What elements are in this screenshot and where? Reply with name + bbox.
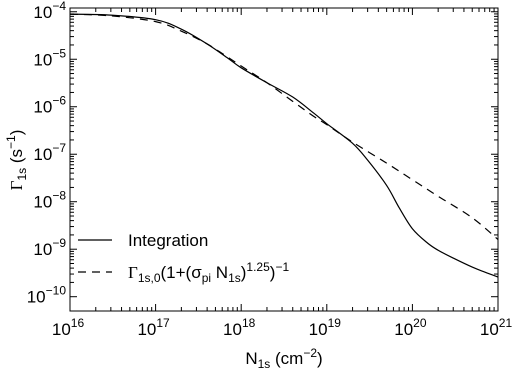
y-axis-label-unit-sup: −1 [4,135,18,149]
y-tick-label: 10−4 [33,0,66,22]
y-tick-label: 10−5 [33,46,66,69]
y-tick-base: 10 [33,98,52,117]
x-tick-exp: 18 [242,316,256,330]
y-axis-label-unit-close: ) [7,130,26,136]
y-tick-exp: −9 [52,236,66,250]
legend-fit-gamma: Γ [128,263,138,282]
x-tick-base: 10 [480,320,499,339]
y-tick-base: 10 [33,50,52,69]
x-tick-base: 10 [309,320,328,339]
x-axis-label-sub: 1s [258,357,271,371]
x-tick-exp: 20 [413,316,427,330]
series-line-fit [69,13,499,240]
x-tick-label: 1017 [137,316,170,339]
y-tick-label: 10−7 [33,141,66,164]
series-lines [69,13,499,278]
x-tick-exp: 16 [71,316,85,330]
y-tick-exp: −8 [52,189,66,203]
legend-fit-gamma-sub: 1s,0 [138,271,161,285]
tick-labels: 1016 1017 1018 1019 1020 102110−1010−910−810−… [27,0,513,339]
legend-fit-exp2: −1 [275,260,289,274]
x-tick-base: 10 [394,320,413,339]
y-axis-label-main: Γ [7,180,26,190]
y-tick-base: 10 [33,240,52,259]
y-axis-label-sub: 1s [15,168,29,181]
y-tick-base: 10 [33,145,52,164]
y-tick-label: 10−10 [27,284,67,307]
x-tick-exp: 19 [328,316,342,330]
legend-fit-part6: ) [241,263,247,282]
x-tick-label: 1021 [480,316,513,339]
legend-fit-part8: ) [270,263,276,282]
legend-fit-sigma-sub: pi [202,271,211,285]
x-tick-label: 1016 [52,316,85,339]
legend: Integration Γ1s,0(1+(σpi N1s)1.25)−1 [78,231,289,285]
y-tick-label: 10−8 [33,189,66,212]
legend-label-fit: Γ1s,0(1+(σpi N1s)1.25)−1 [128,260,289,285]
legend-fit-exp1: 1.25 [246,260,270,274]
x-tick-base: 10 [137,320,156,339]
y-tick-base: 10 [33,193,52,212]
y-tick-base: 10 [33,3,52,22]
x-axis-label: N1s (cm−2) [245,346,322,371]
y-tick-exp: −10 [46,284,67,298]
x-tick-label: 1019 [309,316,342,339]
x-axis-label-unit-close: ) [317,349,323,368]
x-tick-base: 10 [52,320,71,339]
y-axis-label: Γ1s (s−1) [4,130,29,191]
legend-fit-part2: (1+(σ [161,263,203,282]
y-tick-label: 10−9 [33,236,66,259]
y-tick-exp: −6 [52,94,66,108]
x-tick-label: 1018 [223,316,256,339]
series-line-integration [69,13,499,278]
y-tick-exp: −7 [52,141,66,155]
plot-frame [69,7,499,312]
x-axis-label-unit-sup: −2 [303,346,317,360]
legend-fit-n-sub: 1s [228,271,241,285]
y-tick-exp: −4 [52,0,66,13]
y-tick-label: 10−6 [33,94,66,117]
y-axis-label-unit-open: (s [7,149,26,168]
y-tick-exp: −5 [52,46,66,60]
x-tick-exp: 21 [499,316,513,330]
legend-label-integration: Integration [128,231,208,250]
y-tick-base: 10 [27,288,46,307]
x-axis-label-main: N [245,349,257,368]
x-tick-exp: 17 [156,316,170,330]
x-tick-label: 1020 [394,316,427,339]
x-axis-label-unit-open: (cm [270,349,303,368]
axis-ticks [69,8,499,311]
x-tick-base: 10 [223,320,242,339]
legend-fit-part4: N [211,263,228,282]
